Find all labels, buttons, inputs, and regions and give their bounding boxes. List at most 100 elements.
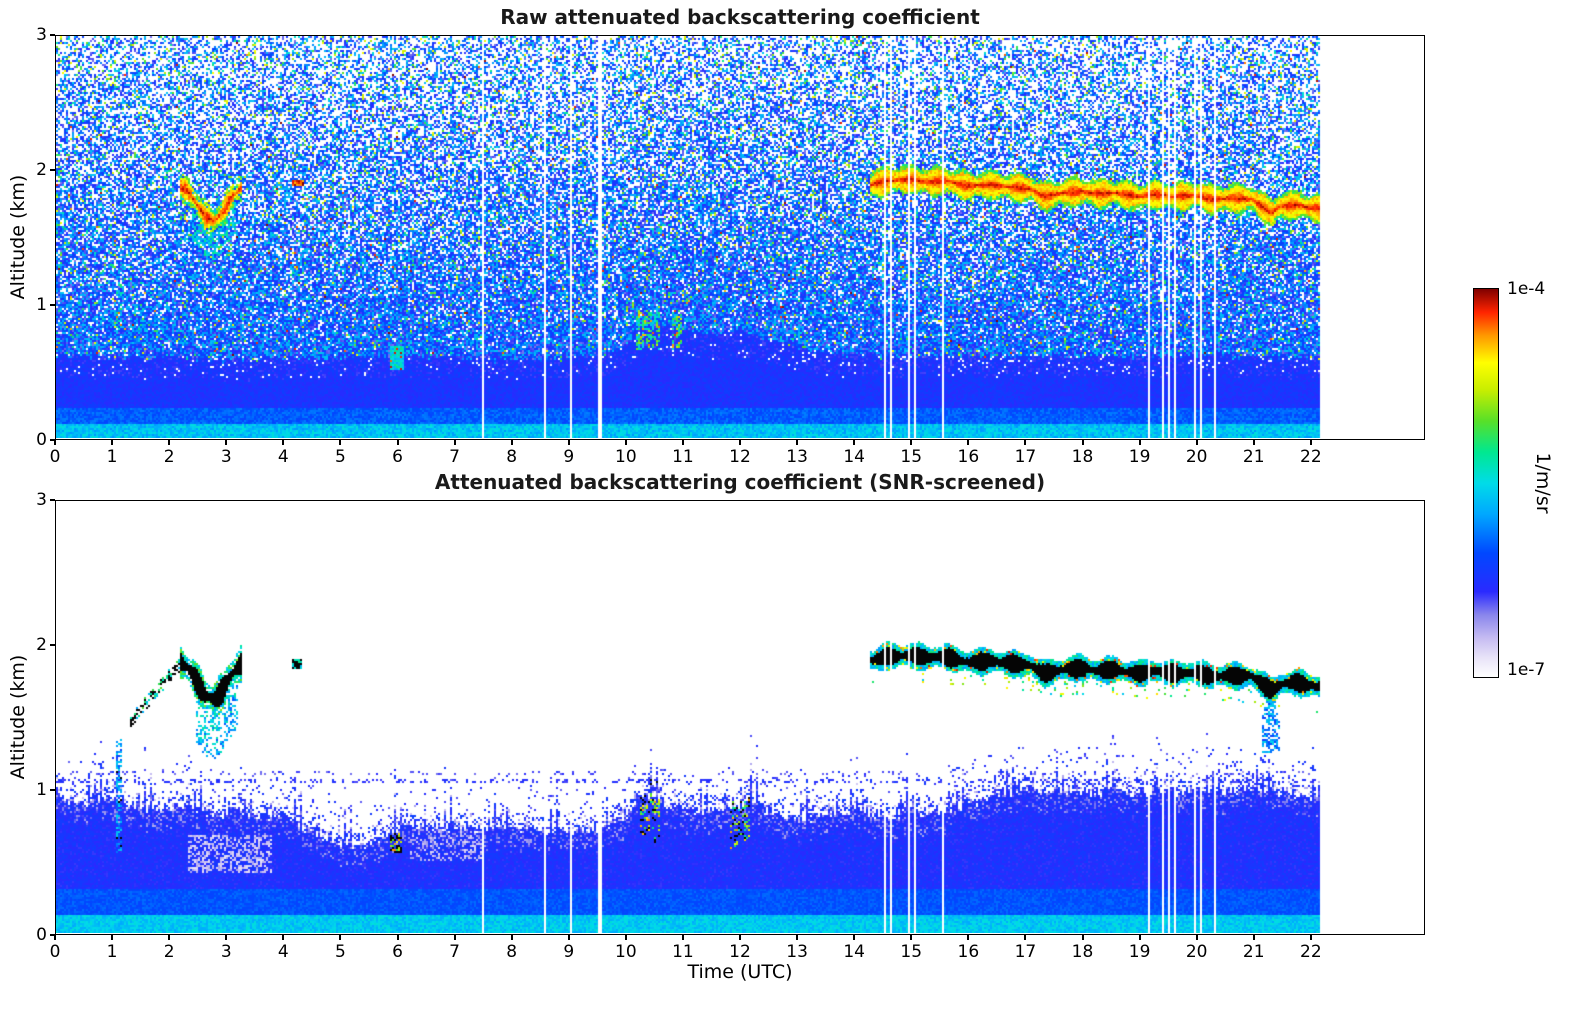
x-tick-label: 17 <box>1014 942 1037 962</box>
x-tick-label: 12 <box>729 447 751 467</box>
x-tick-label: 22 <box>1300 447 1322 467</box>
x-tick-label: 13 <box>786 942 808 962</box>
y-tick <box>50 439 55 441</box>
x-tick <box>1138 935 1141 940</box>
x-tick-label: 11 <box>672 942 694 962</box>
raw-plot-ylabel: Altitude (km) <box>7 174 29 300</box>
x-tick-label: 4 <box>277 942 289 962</box>
x-tick <box>339 440 342 445</box>
x-tick <box>681 935 684 940</box>
x-tick <box>453 935 456 940</box>
x-tick-label: 13 <box>786 447 808 467</box>
y-tick <box>50 789 55 791</box>
x-tick <box>739 935 741 940</box>
screened-heatmap-canvas <box>56 501 1423 933</box>
x-tick-label: 6 <box>392 942 403 962</box>
screened-plot-ylabel: Altitude (km) <box>7 654 29 780</box>
x-tick <box>796 935 799 940</box>
x-tick-label: 5 <box>334 942 346 962</box>
x-tick <box>54 440 56 445</box>
x-axis-label: Time (UTC) <box>687 961 793 983</box>
x-tick <box>1195 935 1198 940</box>
x-tick-label: 0 <box>49 942 61 962</box>
x-tick-label: 22 <box>1300 942 1322 962</box>
x-tick <box>1024 935 1027 940</box>
x-tick <box>910 440 913 445</box>
colorbar-max-label: 1e-4 <box>1507 279 1546 299</box>
x-tick <box>910 935 913 940</box>
x-tick-label: 21 <box>1242 447 1265 467</box>
x-tick-label: 4 <box>277 447 289 467</box>
y-tick <box>50 644 55 646</box>
y-tick-label: 2 <box>36 635 47 655</box>
x-tick <box>1081 935 1084 940</box>
x-tick <box>282 440 285 445</box>
y-tick <box>50 934 55 936</box>
y-tick-label: 0 <box>36 925 47 945</box>
screened-plot-title: Attenuated backscattering coefficient (S… <box>434 470 1046 494</box>
x-tick <box>1252 440 1255 445</box>
y-tick-label: 1 <box>36 780 47 800</box>
x-tick-label: 16 <box>957 942 980 962</box>
x-tick-label: 9 <box>563 447 575 467</box>
x-tick <box>225 440 228 445</box>
x-tick-label: 18 <box>1071 942 1094 962</box>
x-tick <box>1252 935 1255 940</box>
x-tick <box>111 935 114 940</box>
x-tick <box>681 440 684 445</box>
x-tick <box>282 935 285 940</box>
y-tick <box>50 169 55 171</box>
x-tick-label: 14 <box>843 942 865 962</box>
x-tick-label: 3 <box>220 447 232 467</box>
x-tick-label: 18 <box>1071 447 1094 467</box>
colorbar-units-label: 1/m/sr <box>1532 452 1554 514</box>
x-tick <box>796 440 799 445</box>
x-tick-label: 2 <box>163 942 175 962</box>
x-tick-label: 6 <box>392 447 403 467</box>
x-tick-label: 19 <box>1128 447 1151 467</box>
x-tick-label: 15 <box>900 942 923 962</box>
x-tick <box>1309 440 1312 445</box>
x-tick-label: 1 <box>106 942 118 962</box>
x-tick-label: 19 <box>1128 942 1151 962</box>
y-tick <box>50 499 55 501</box>
x-tick-label: 17 <box>1014 447 1037 467</box>
x-tick <box>1081 440 1084 445</box>
x-tick <box>624 935 627 940</box>
x-tick-label: 21 <box>1242 942 1265 962</box>
x-tick <box>54 935 56 940</box>
x-tick <box>967 935 970 940</box>
x-tick-label: 8 <box>506 942 518 962</box>
x-tick-label: 7 <box>449 942 460 962</box>
x-tick <box>624 440 627 445</box>
x-tick-label: 20 <box>1185 942 1208 962</box>
x-tick <box>339 935 342 940</box>
raw-heatmap-canvas <box>56 36 1423 438</box>
y-tick-label: 3 <box>36 25 47 45</box>
x-tick-label: 9 <box>563 942 575 962</box>
x-tick-label: 7 <box>449 447 460 467</box>
x-tick <box>168 440 171 445</box>
x-tick-label: 10 <box>615 942 637 962</box>
x-tick-label: 15 <box>900 447 923 467</box>
x-tick <box>510 440 513 445</box>
x-tick <box>396 935 399 940</box>
x-tick-label: 8 <box>506 447 518 467</box>
raw-plot-title: Raw attenuated backscattering coefficien… <box>500 5 980 29</box>
x-tick-label: 16 <box>957 447 980 467</box>
y-tick <box>50 304 55 306</box>
x-tick-label: 0 <box>49 447 61 467</box>
x-tick <box>739 440 741 445</box>
x-tick-label: 14 <box>843 447 865 467</box>
y-tick-label: 1 <box>36 295 47 315</box>
x-tick-label: 3 <box>220 942 232 962</box>
x-tick-label: 2 <box>163 447 175 467</box>
x-tick-label: 1 <box>106 447 118 467</box>
x-tick <box>853 440 856 445</box>
x-tick <box>396 440 399 445</box>
x-tick <box>111 440 114 445</box>
screened-backscatter-heatmap <box>55 500 1425 935</box>
x-tick <box>1309 935 1312 940</box>
x-tick <box>1024 440 1027 445</box>
